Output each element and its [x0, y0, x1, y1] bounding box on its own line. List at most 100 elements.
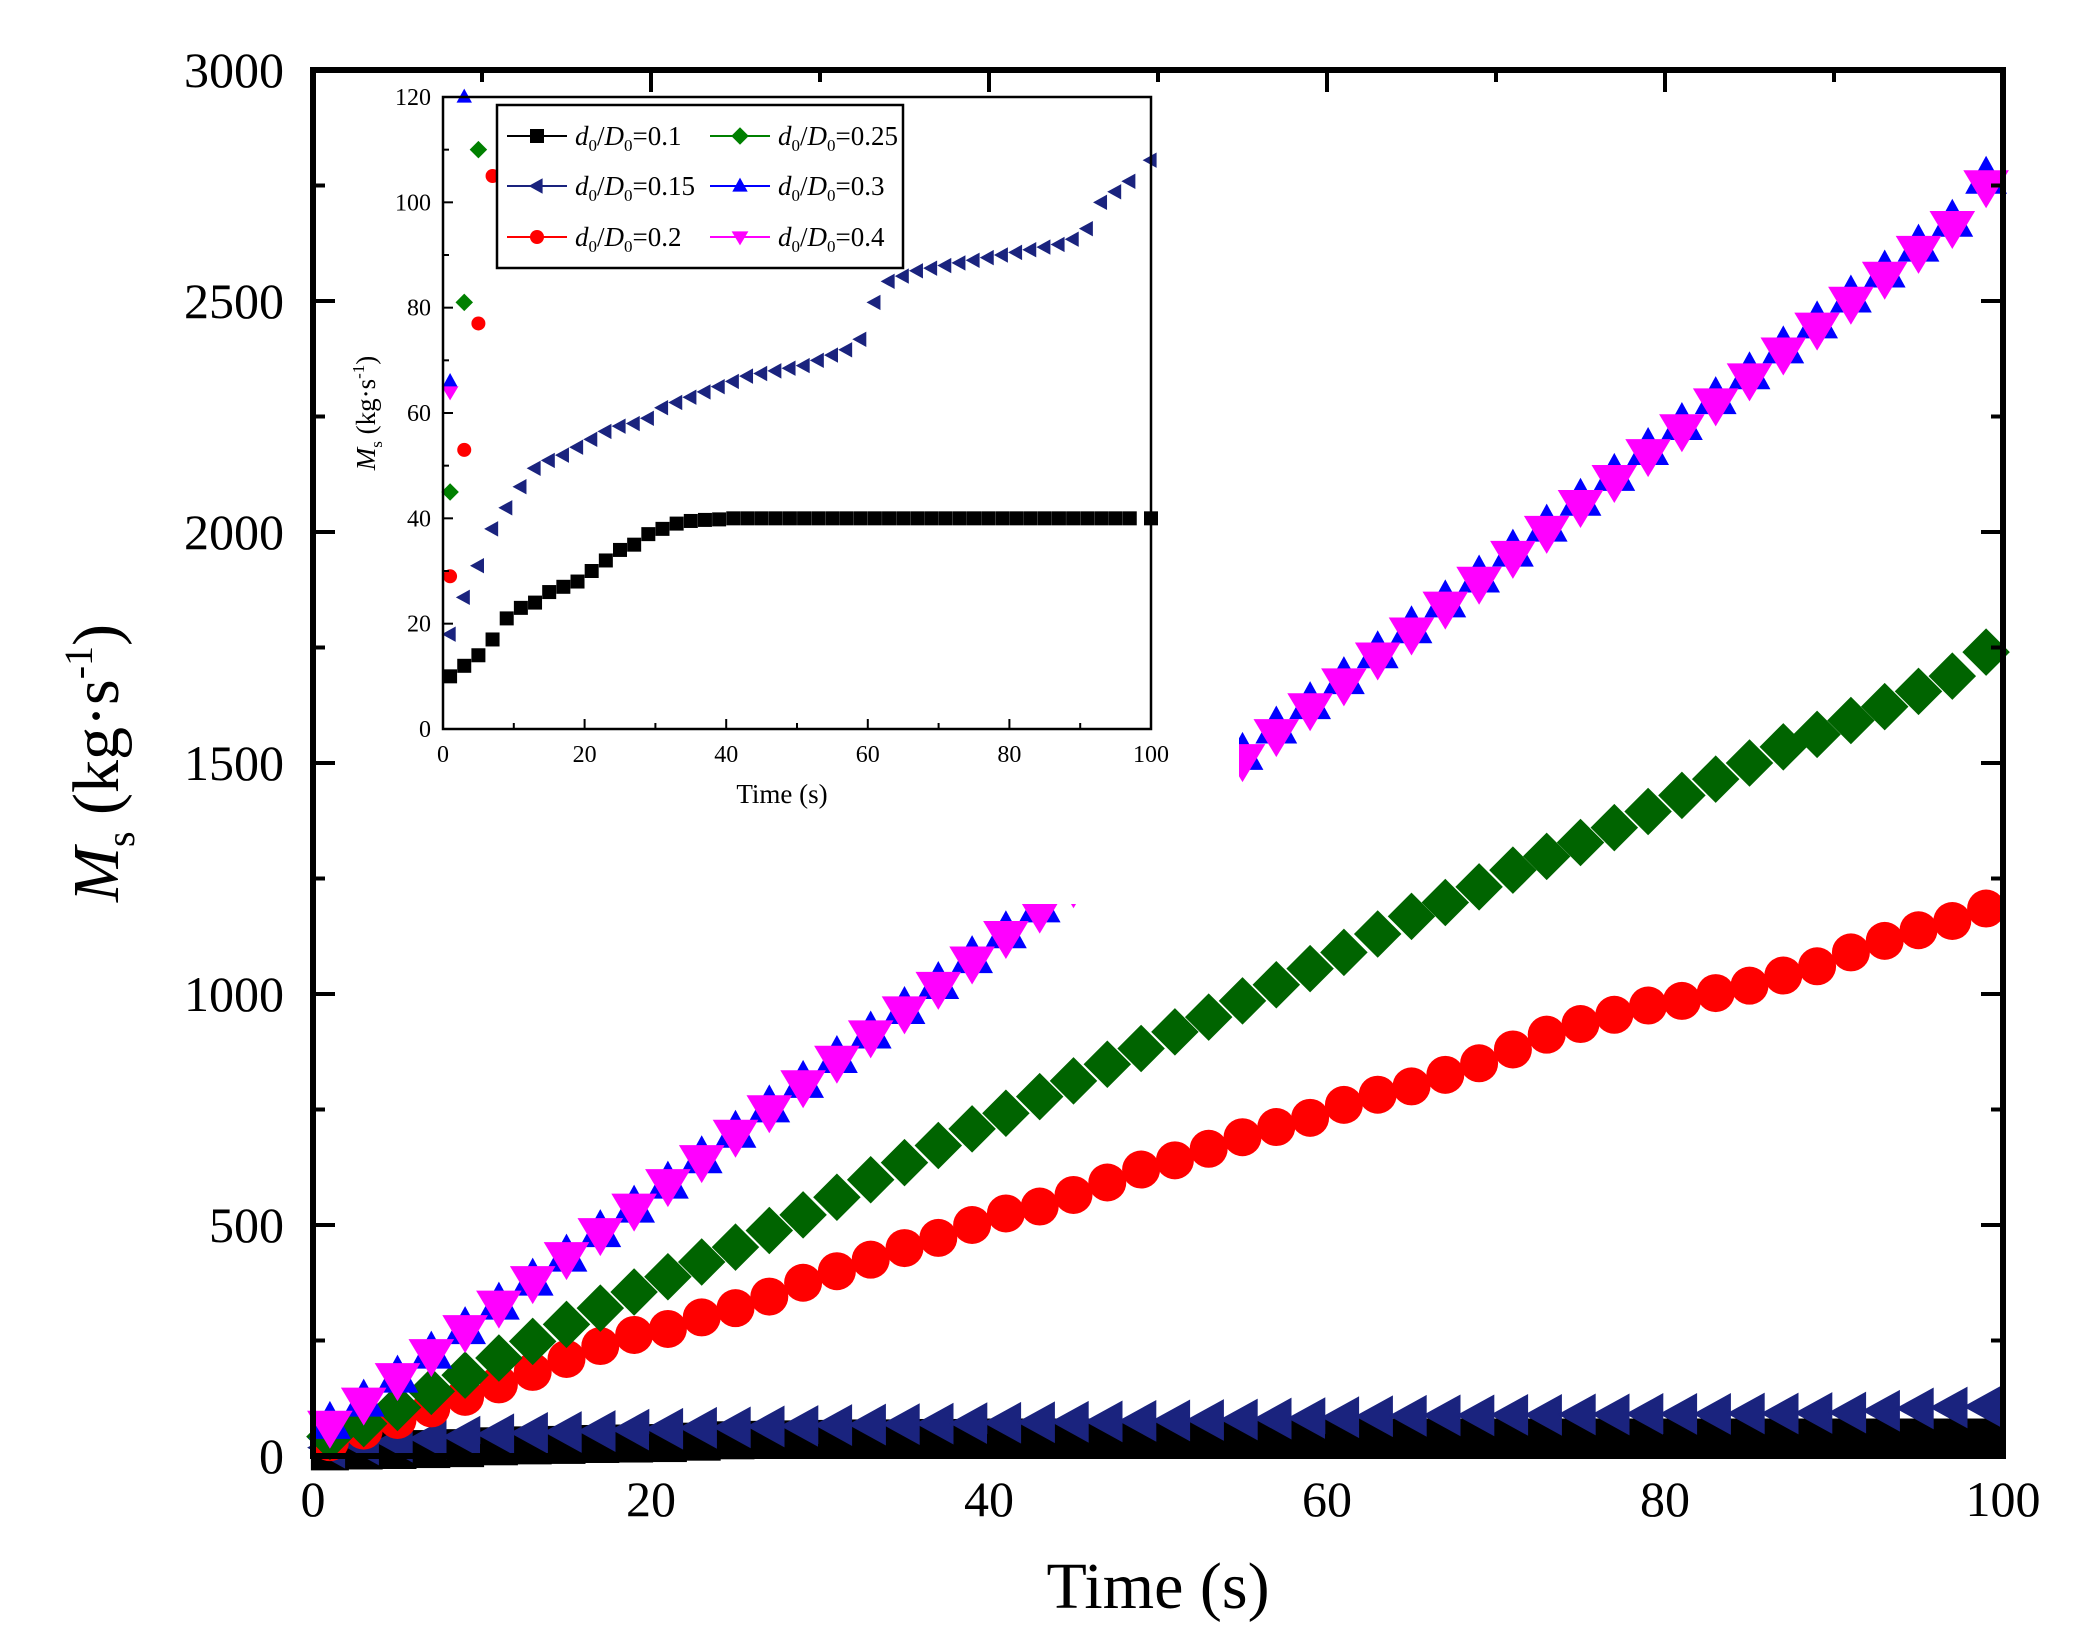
inset-point-triangle-left	[611, 418, 626, 434]
inset-point-triangle-left	[951, 255, 966, 271]
inset-point-square	[542, 585, 557, 600]
legend-D: D	[807, 222, 828, 252]
legend-label: d0/D0=0.4	[778, 222, 885, 256]
main-point-diamond	[1827, 696, 1875, 745]
inset-point-square	[995, 511, 1010, 526]
main-point-circle	[1629, 986, 1668, 1025]
main-point-triangle-left	[1287, 1397, 1326, 1440]
main-point-triangle-down	[1016, 895, 1063, 934]
legend-marker-triangle-down	[731, 231, 749, 246]
legend-d: d	[575, 222, 589, 252]
inset-point-square	[896, 511, 911, 526]
inset-point-square	[952, 511, 967, 526]
main-point-circle	[1595, 995, 1634, 1034]
inset-point-square	[754, 511, 769, 526]
main-point-circle	[547, 1339, 586, 1378]
inset-point-square	[1080, 511, 1095, 526]
main-series-diamond	[306, 628, 2010, 1461]
main-point-diamond	[1353, 910, 1402, 958]
legend-marker	[731, 127, 749, 145]
inset-point-triangle-left	[852, 331, 867, 347]
legend-marker-square	[530, 129, 544, 143]
legend-D: D	[807, 121, 828, 151]
legend-D: D	[604, 121, 625, 151]
main-point-triangle-down	[1828, 286, 1874, 325]
main-point-diamond	[779, 1191, 827, 1239]
inset-point-circle	[457, 442, 472, 457]
main-point-triangle-down	[1523, 515, 1570, 554]
main-point-triangle-left	[577, 1410, 616, 1452]
main-x-tick-label: 60	[1302, 1471, 1352, 1527]
inset-point-square	[499, 611, 514, 626]
main-point-diamond	[1624, 787, 1672, 836]
main-point-triangle-left	[1794, 1392, 1833, 1434]
main-point-triangle-left	[1354, 1395, 1393, 1438]
inset-y-label-subscript: s	[367, 441, 386, 448]
main-point-diamond	[1962, 628, 2010, 676]
inset-point-triangle-left	[654, 400, 669, 416]
main-point-diamond	[373, 1383, 422, 1432]
legend-label: d0/D0=0.3	[778, 171, 885, 205]
main-point-triangle-left	[847, 1403, 886, 1446]
main-point-diamond	[1590, 803, 1639, 852]
inset-y-tick-label: 100	[395, 190, 431, 216]
inset-point-triangle-left	[809, 352, 824, 369]
main-point-circle	[1933, 902, 1972, 941]
inset-point-triangle-left	[824, 347, 838, 363]
inset-point-square	[584, 564, 599, 578]
legend-value: =0.2	[633, 222, 682, 252]
main-point-triangle-left	[1726, 1392, 1765, 1435]
inset-point-triangle-left	[753, 365, 768, 382]
main-point-diamond	[1286, 944, 1334, 993]
inset-point-square	[669, 516, 684, 531]
inset-legend: d0/D0=0.1 d0/D0=0.25 d0/D0=0.15 d0/D0=0.…	[495, 103, 905, 270]
legend-sub: 0	[589, 186, 598, 205]
inset-point-triangle-left	[781, 360, 796, 376]
main-point-diamond	[711, 1223, 760, 1271]
inset-point-square	[967, 511, 981, 526]
main-point-triangle-down	[1692, 388, 1739, 427]
main-y-tick-label: 1000	[184, 966, 284, 1022]
main-point-circle	[1865, 921, 1904, 960]
main-point-triangle-left	[1422, 1394, 1461, 1437]
inset-x-tick-label: 0	[437, 742, 449, 768]
inset-point-square	[627, 537, 642, 552]
legend-entry: d0/D0=0.15	[507, 171, 695, 205]
main-point-triangle-left	[408, 1417, 447, 1460]
main-point-circle	[1189, 1129, 1228, 1168]
main-point-diamond	[407, 1367, 456, 1416]
main-point-triangle-left	[1456, 1394, 1495, 1437]
main-point-triangle-left	[476, 1413, 515, 1456]
inset-ticks	[442, 96, 1152, 730]
inset-point-triangle-left	[682, 389, 697, 405]
main-point-triangle-left	[1625, 1393, 1664, 1435]
inset-point-triangle-left	[1050, 236, 1065, 253]
main-point-diamond	[1252, 961, 1301, 1009]
inset-point-square	[471, 648, 486, 663]
inset-point-triangle-left	[484, 521, 499, 537]
inset-x-axis-label: Time (s)	[736, 779, 827, 809]
inset-point-square	[768, 511, 783, 526]
legend-slash: /	[597, 121, 605, 151]
main-point-triangle-left	[1253, 1397, 1292, 1440]
inset-point-triangle-left	[498, 500, 513, 516]
main-point-triangle-left	[1659, 1393, 1698, 1435]
legend-d: d	[778, 171, 792, 201]
main-point-diamond	[1725, 739, 1774, 787]
main-point-triangle-down	[1456, 566, 1502, 605]
main-point-triangle-left	[1828, 1391, 1867, 1434]
inset-point-square	[556, 579, 571, 594]
main-point-triangle-left	[442, 1415, 481, 1458]
main-point-diamond	[508, 1317, 557, 1366]
legend-entries: d0/D0=0.1 d0/D0=0.25 d0/D0=0.15 d0/D0=0.…	[507, 121, 898, 256]
inset-point-square	[1094, 511, 1109, 526]
inset-point-triangle-left	[569, 439, 584, 455]
inset-point-square	[570, 574, 585, 589]
legend-marker	[732, 177, 748, 192]
legend-slash: /	[800, 222, 808, 252]
inset-point-triangle-left	[512, 479, 527, 495]
legend-sub: 0	[827, 186, 836, 205]
main-point-triangle-left	[1557, 1393, 1596, 1436]
main-point-triangle-left	[1760, 1392, 1799, 1435]
